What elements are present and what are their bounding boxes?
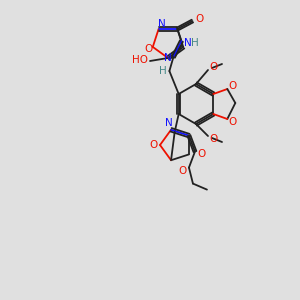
Text: N: N (165, 118, 173, 128)
Text: O: O (145, 44, 153, 54)
Text: O: O (210, 62, 218, 72)
Text: HO: HO (132, 55, 148, 65)
Text: O: O (195, 14, 203, 24)
Text: N: N (164, 53, 171, 63)
Text: N: N (184, 38, 191, 48)
Text: H: H (190, 38, 198, 48)
Text: O: O (179, 166, 187, 176)
Text: O: O (198, 148, 206, 159)
Text: O: O (210, 134, 218, 144)
Text: O: O (150, 140, 158, 150)
Text: O: O (228, 81, 236, 91)
Text: H: H (158, 66, 166, 76)
Text: O: O (228, 117, 236, 127)
Text: N: N (158, 19, 166, 29)
